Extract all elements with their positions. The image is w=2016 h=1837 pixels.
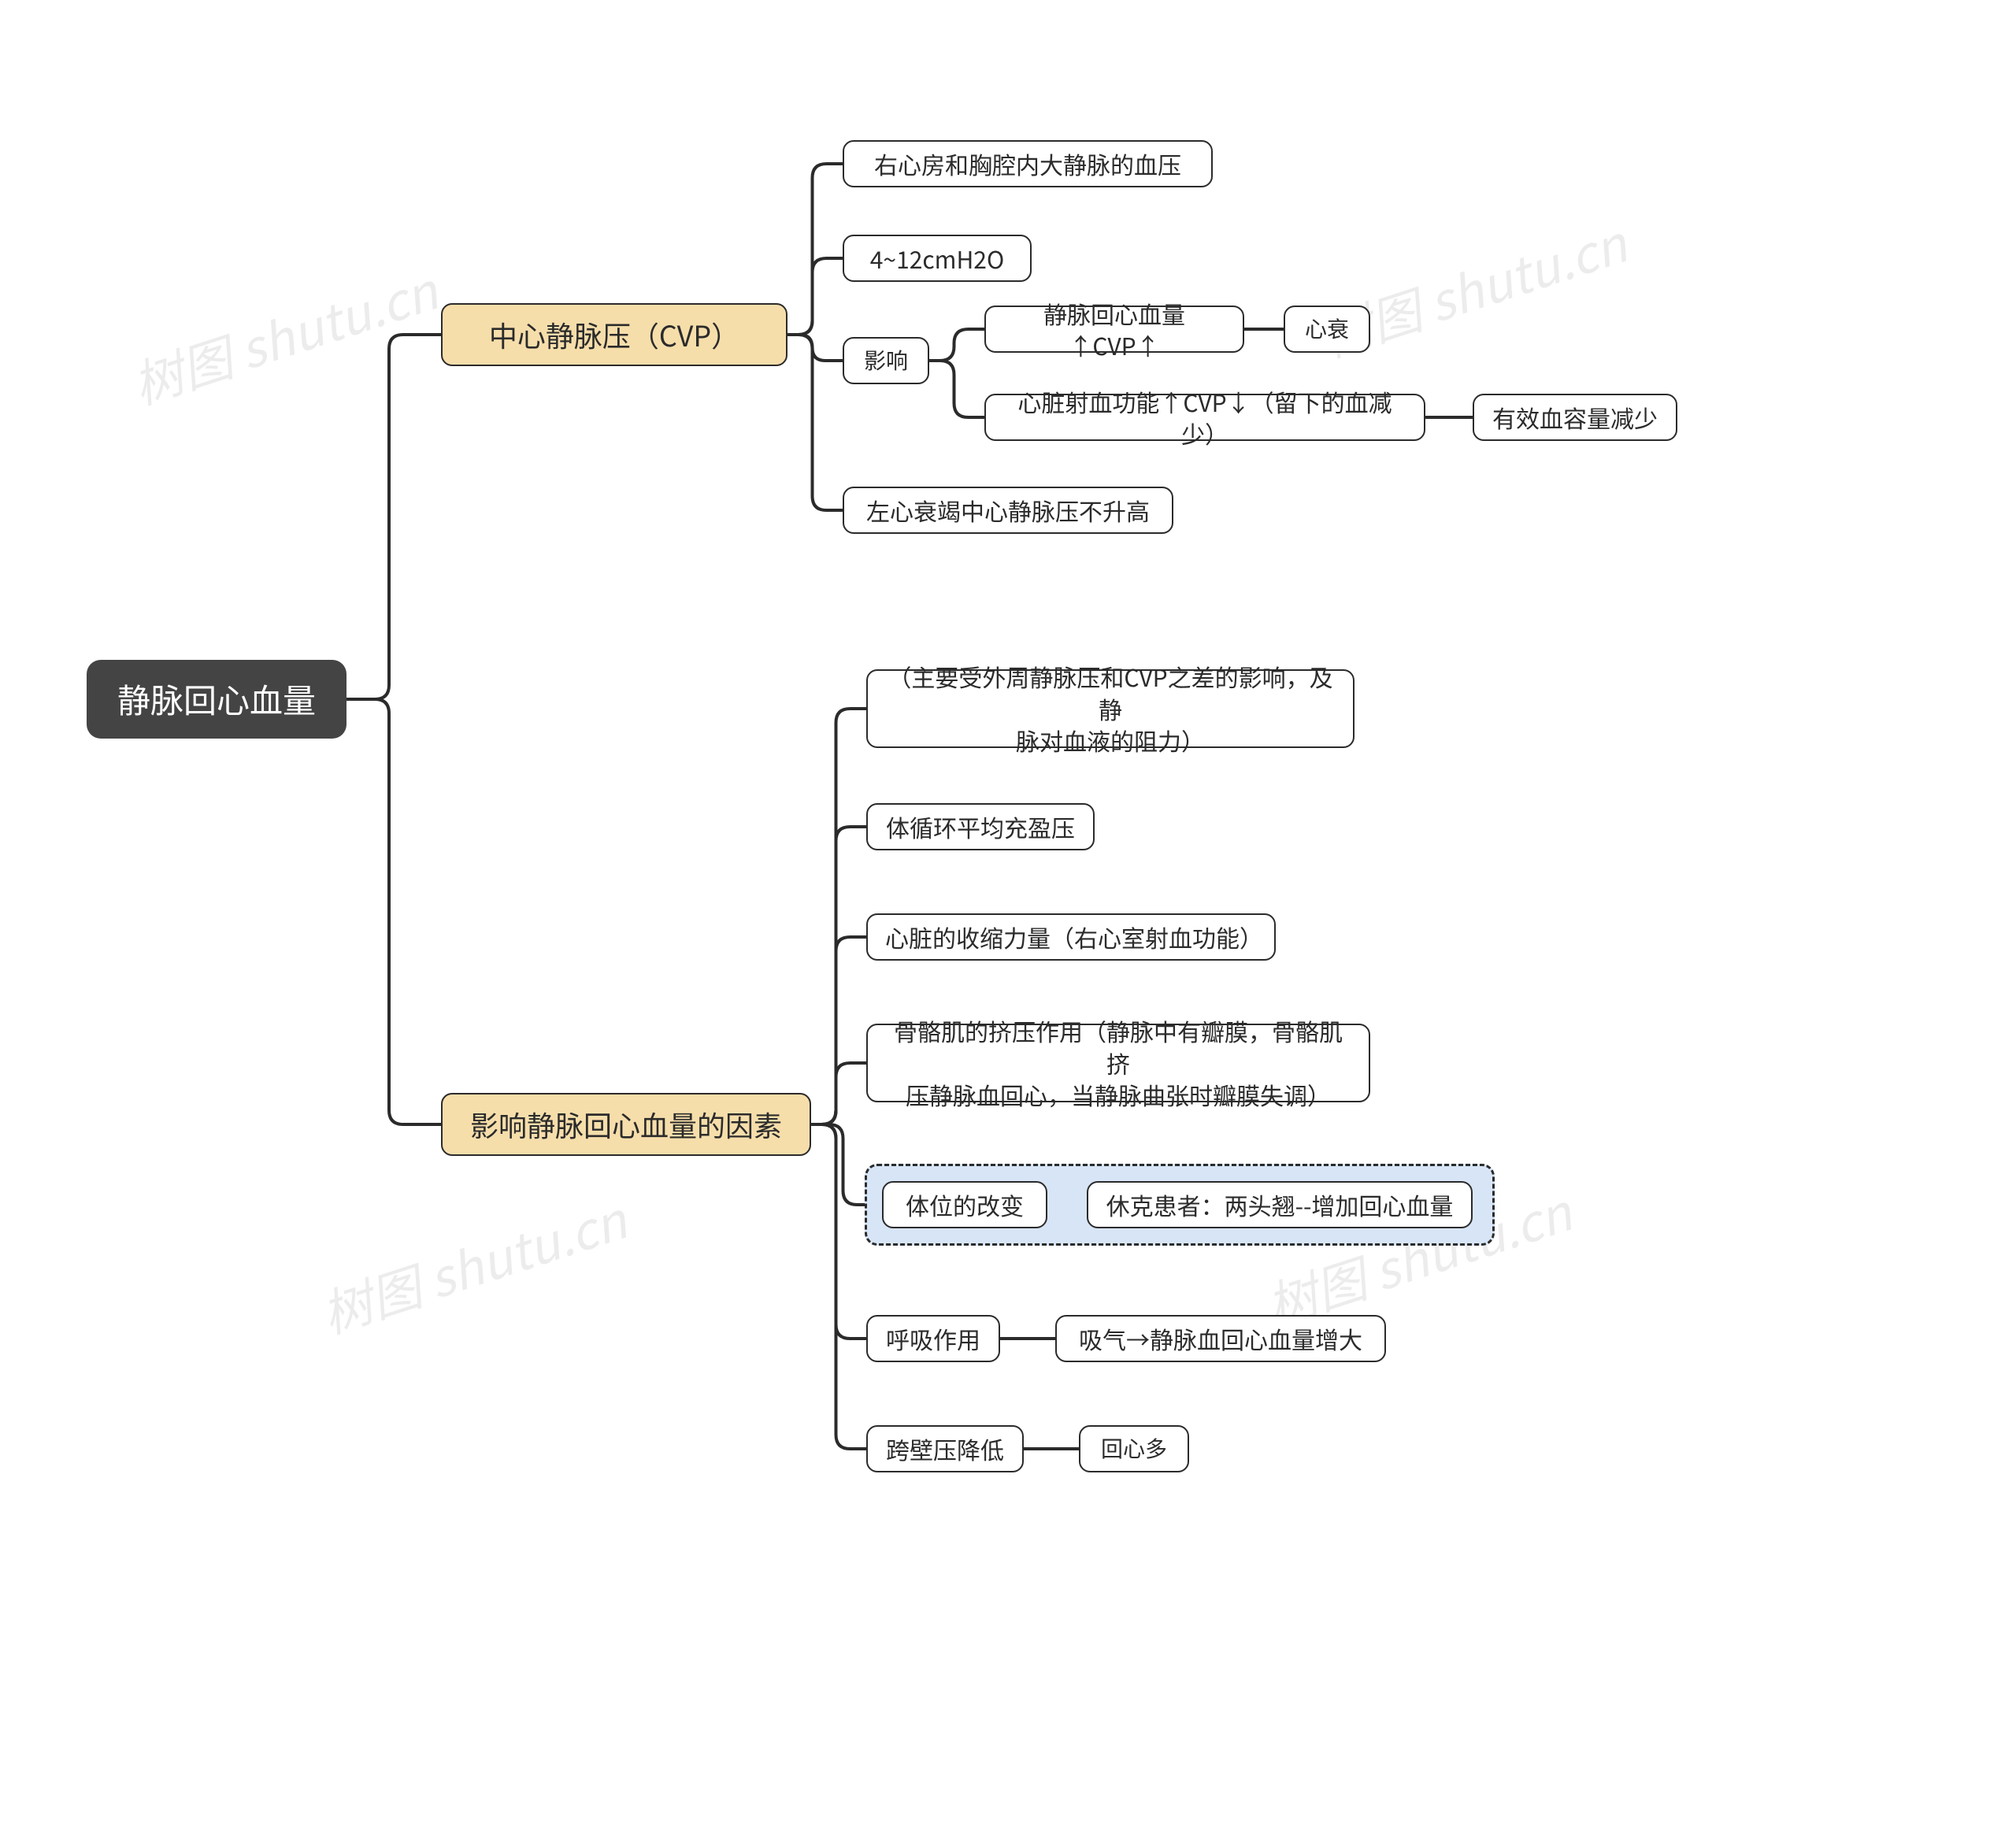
branch-factors[interactable]: 影响静脉回心血量的因素	[441, 1093, 811, 1156]
leaf-b1c4[interactable]: 左心衰竭中心静脉压不升高	[843, 487, 1173, 534]
leaf-b2c6[interactable]: 呼吸作用	[866, 1315, 1000, 1362]
leaf-b1c2[interactable]: 4~12cmH2O	[843, 235, 1032, 282]
watermark: 树图 shutu.cn	[123, 252, 446, 419]
mindmap-stage: 树图 shutu.cn 树图 shutu.cn 树图 shutu.cn 树图 s…	[0, 0, 2016, 1837]
leaf-b1c3[interactable]: 影响	[843, 337, 929, 384]
leaf-b2c7a[interactable]: 回心多	[1079, 1425, 1189, 1472]
leaf-b2c7[interactable]: 跨壁压降低	[866, 1425, 1024, 1472]
leaf-b2c4[interactable]: 骨骼肌的挤压作用（静脉中有瓣膜，骨骼肌挤 压静脉血回心，当静脉曲张时瓣膜失调）	[866, 1024, 1370, 1102]
leaf-b2c6a[interactable]: 吸气→静脉血回心血量增大	[1055, 1315, 1386, 1362]
leaf-b2c3[interactable]: 心脏的收缩力量（右心室射血功能）	[866, 913, 1276, 961]
leaf-b1c1[interactable]: 右心房和胸腔内大静脉的血压	[843, 140, 1213, 187]
leaf-b1c3b[interactable]: 心脏射血功能↑CVP↓（留下的血减少）	[984, 394, 1425, 441]
leaf-b2c1[interactable]: （主要受外周静脉压和CVP之差的影响，及静 脉对血液的阻力）	[866, 669, 1354, 748]
leaf-b1c3a[interactable]: 静脉回心血量↑CVP↑	[984, 306, 1244, 353]
branch-cvp[interactable]: 中心静脉压（CVP）	[441, 303, 788, 366]
root-node[interactable]: 静脉回心血量	[87, 660, 346, 739]
leaf-b2c2[interactable]: 体循环平均充盈压	[866, 803, 1095, 850]
watermark: 树图 shutu.cn	[312, 1181, 635, 1348]
leaf-b2c5[interactable]: 体位的改变	[882, 1181, 1047, 1228]
leaf-b2c5a[interactable]: 休克患者：两头翘--增加回心血量	[1087, 1181, 1473, 1228]
leaf-b1c3a2[interactable]: 心衰	[1284, 306, 1370, 353]
leaf-b1c3b2[interactable]: 有效血容量减少	[1473, 394, 1677, 441]
